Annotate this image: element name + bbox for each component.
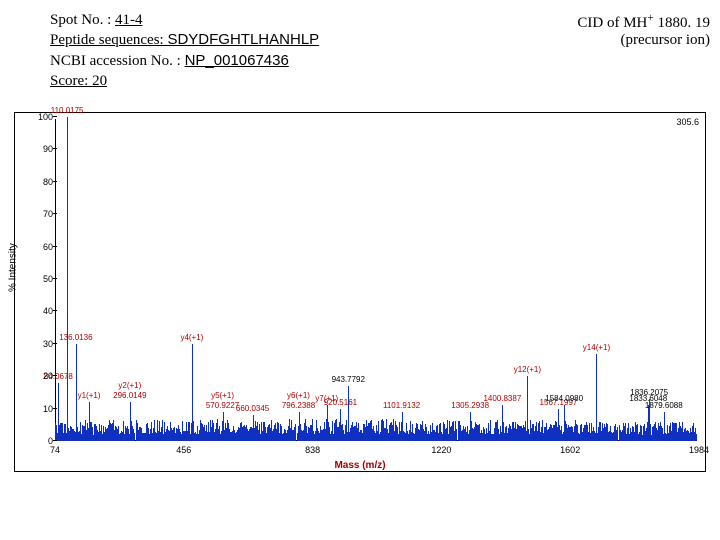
noise-band: [55, 418, 697, 441]
spot-label: Spot No. :: [50, 12, 115, 28]
ytick-label: 100: [29, 112, 53, 122]
peak-label: 136.0136: [59, 333, 92, 342]
peak-label: 110.0175: [51, 106, 84, 115]
peak-label: 1836.2075: [630, 388, 668, 397]
ytick-mark: [53, 181, 57, 182]
ytick-mark: [53, 148, 57, 149]
xtick-label: 1602: [560, 445, 580, 455]
xtick-label: 456: [176, 445, 191, 455]
ytick-label: 20: [29, 371, 53, 381]
ytick-mark: [53, 116, 57, 117]
header-left: Spot No. : 41-4 Peptide sequences: SDYDF…: [50, 10, 319, 91]
peak-label: 796.2388: [282, 401, 315, 410]
ytick-mark: [53, 278, 57, 279]
peak-stick: [299, 412, 300, 441]
xtick-label: 1984: [689, 445, 709, 455]
peak-stick: [402, 412, 403, 441]
peak-stick: [348, 386, 349, 441]
xtick-label: 838: [305, 445, 320, 455]
ytick-label: 50: [29, 274, 53, 284]
score-value: 20: [92, 73, 107, 89]
ytick-mark: [53, 213, 57, 214]
score-label: Score:: [50, 73, 92, 89]
xtick-label: 74: [50, 445, 60, 455]
plot-area: 110.017584.0678136.0136y1(+1)296.0149y2(…: [55, 119, 697, 441]
peak-label: y2(+1): [118, 381, 141, 390]
peak-stick: [596, 354, 597, 441]
ytick-mark: [53, 343, 57, 344]
ncbi-value: NP_001067436: [185, 52, 289, 69]
peak-label: 1101.9132: [383, 401, 420, 410]
peak-stick: [89, 402, 90, 441]
yaxis-label: % Intensity: [8, 243, 19, 292]
peak-stick: [130, 402, 131, 441]
peak-stick: [502, 405, 503, 441]
peak-label: 1400.8387: [483, 394, 521, 403]
xaxis-label: Mass (m/z): [334, 460, 385, 471]
peak-stick: [192, 344, 193, 441]
xtick-label: 1220: [431, 445, 451, 455]
peak-stick: [67, 117, 68, 441]
peak-stick: [470, 412, 471, 441]
peak-label: y1(+1): [78, 391, 101, 400]
peak-stick: [253, 415, 254, 441]
ytick-mark: [53, 408, 57, 409]
spot-value: 41-4: [115, 12, 143, 28]
ytick-label: 30: [29, 339, 53, 349]
peak-label: 1879.6088: [645, 401, 683, 410]
peak-label: 296.0149: [113, 391, 146, 400]
ytick-label: 40: [29, 306, 53, 316]
spectrum-chart: % Intensity Mass (m/z) 305.6 110.017584.…: [14, 112, 706, 472]
ytick-mark: [53, 246, 57, 247]
ytick-mark: [53, 310, 57, 311]
header-right: CID of MH+ 1880. 19 (precursor ion): [577, 12, 710, 49]
peak-label: 1584.0980: [545, 394, 583, 403]
peak-stick: [340, 409, 341, 441]
peak-stick: [327, 405, 328, 441]
peak-label: 920.5161: [324, 398, 357, 407]
peak-stick: [564, 405, 565, 441]
ytick-label: 80: [29, 177, 53, 187]
ytick-label: 10: [29, 404, 53, 414]
peak-label: y14(+1): [583, 343, 610, 352]
peak-label: 943.7792: [332, 375, 365, 384]
cid-line2: (precursor ion): [577, 32, 710, 49]
peak-label: y6(+1): [287, 391, 310, 400]
seq-value: SDYDFGHTLHANHLP: [167, 31, 319, 48]
peak-label: 570.9227: [206, 401, 239, 410]
peak-stick: [58, 383, 59, 441]
ytick-mark: [53, 440, 57, 441]
peak-stick: [664, 412, 665, 441]
ytick-label: 90: [29, 144, 53, 154]
ncbi-label: NCBI accession No. :: [50, 53, 185, 69]
peak-label: y4(+1): [180, 333, 203, 342]
ytick-mark: [53, 375, 57, 376]
cid-line1-pre: CID of MH: [577, 15, 647, 31]
peak-stick: [558, 409, 559, 441]
peak-label: 660.0345: [236, 404, 269, 413]
peak-label: y12(+1): [514, 365, 541, 374]
peak-stick: [223, 412, 224, 441]
peak-stick: [527, 376, 528, 441]
peak-label: y5(+1): [211, 391, 234, 400]
seq-label: Peptide sequences:: [50, 32, 167, 48]
ytick-label: 60: [29, 242, 53, 252]
cid-line1-post: 1880. 19: [654, 15, 710, 31]
ytick-label: 70: [29, 209, 53, 219]
